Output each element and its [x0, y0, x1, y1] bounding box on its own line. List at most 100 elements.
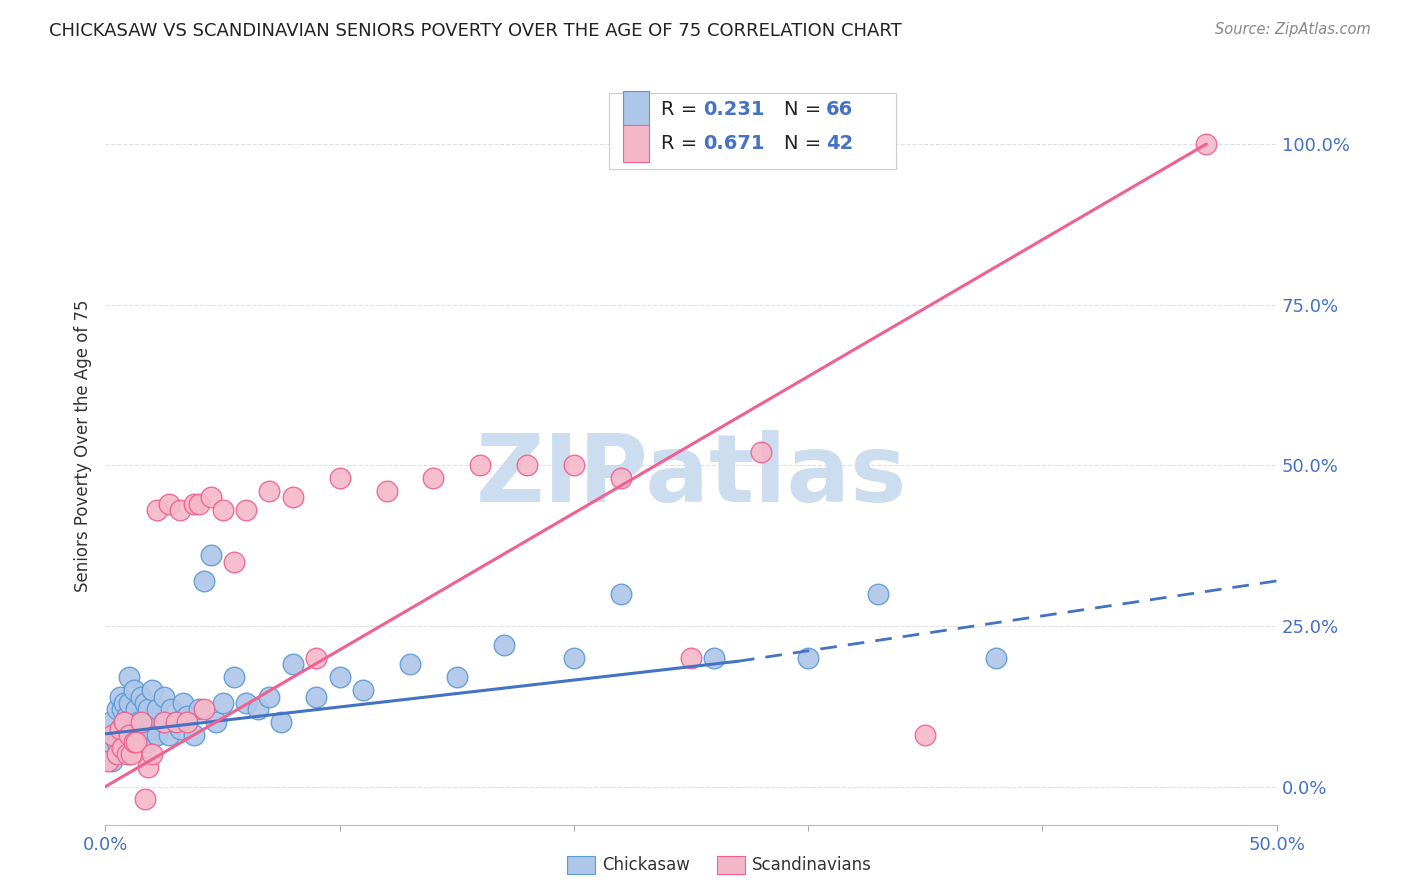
Point: [281, 657, 304, 672]
Point: [120, 747, 142, 762]
Point: [183, 497, 205, 511]
Point: [160, 702, 183, 716]
Point: [329, 670, 352, 684]
Point: [112, 715, 135, 730]
Point: [111, 728, 134, 742]
Point: [122, 722, 145, 736]
Text: Chickasaw: Chickasaw: [602, 856, 690, 874]
Point: [108, 690, 131, 704]
Point: [97, 754, 120, 768]
Point: [134, 792, 156, 806]
Point: [422, 471, 444, 485]
Point: [914, 728, 936, 742]
Bar: [623, 91, 650, 128]
Point: [169, 722, 191, 736]
Point: [193, 702, 215, 716]
Point: [224, 555, 246, 569]
Point: [492, 638, 515, 652]
Point: [188, 702, 211, 716]
Point: [868, 587, 890, 601]
Point: [305, 690, 328, 704]
Text: N =: N =: [783, 134, 827, 153]
Text: Source: ZipAtlas.com: Source: ZipAtlas.com: [1215, 22, 1371, 37]
Point: [562, 458, 585, 473]
Text: CHICKASAW VS SCANDINAVIAN SENIORS POVERTY OVER THE AGE OF 75 CORRELATION CHART: CHICKASAW VS SCANDINAVIAN SENIORS POVERT…: [49, 22, 903, 40]
Text: 0.231: 0.231: [703, 100, 765, 119]
Point: [703, 651, 725, 665]
Point: [127, 715, 149, 730]
Point: [246, 702, 269, 716]
Point: [105, 747, 128, 762]
Text: 0.671: 0.671: [703, 134, 765, 153]
Point: [146, 503, 169, 517]
Point: [204, 715, 226, 730]
Point: [118, 696, 141, 710]
Point: [259, 483, 281, 498]
Point: [115, 741, 138, 756]
Point: [108, 722, 131, 736]
Point: [153, 715, 176, 730]
Point: [172, 696, 194, 710]
Point: [157, 497, 180, 511]
Text: R =: R =: [661, 134, 703, 153]
Point: [98, 715, 121, 730]
Point: [610, 471, 633, 485]
Point: [235, 503, 257, 517]
Point: [129, 690, 152, 704]
Point: [200, 491, 222, 505]
Text: N =: N =: [783, 100, 827, 119]
Point: [470, 458, 492, 473]
Point: [329, 471, 352, 485]
Point: [352, 683, 374, 698]
Point: [146, 702, 169, 716]
Point: [193, 574, 215, 588]
Point: [399, 657, 422, 672]
Point: [129, 715, 152, 730]
Point: [169, 503, 191, 517]
Point: [136, 734, 159, 748]
Point: [305, 651, 328, 665]
Point: [101, 728, 124, 742]
Point: [165, 715, 187, 730]
Point: [259, 690, 281, 704]
Point: [211, 503, 233, 517]
Point: [141, 747, 163, 762]
Point: [984, 651, 1007, 665]
Point: [200, 548, 222, 562]
Point: [105, 702, 128, 716]
Point: [118, 728, 141, 742]
Point: [270, 715, 292, 730]
Point: [136, 702, 159, 716]
Point: [97, 741, 120, 756]
Point: [112, 696, 135, 710]
Point: [118, 728, 141, 742]
Point: [134, 696, 156, 710]
Point: [516, 458, 538, 473]
FancyBboxPatch shape: [609, 94, 896, 169]
Point: [122, 734, 145, 748]
Point: [108, 722, 131, 736]
Point: [562, 651, 585, 665]
Text: ZIPatlas: ZIPatlas: [475, 430, 907, 523]
Point: [105, 734, 128, 748]
Y-axis label: Seniors Poverty Over the Age of 75: Seniors Poverty Over the Age of 75: [73, 300, 91, 592]
Point: [139, 722, 162, 736]
Point: [183, 728, 205, 742]
Point: [176, 709, 198, 723]
Point: [111, 741, 134, 756]
Point: [235, 696, 257, 710]
Point: [153, 690, 176, 704]
Point: [118, 670, 141, 684]
Point: [153, 715, 176, 730]
Point: [129, 728, 152, 742]
Point: [281, 491, 304, 505]
Point: [112, 734, 135, 748]
Point: [749, 445, 772, 459]
Point: [681, 651, 703, 665]
Text: 42: 42: [825, 134, 853, 153]
Point: [134, 728, 156, 742]
Point: [797, 651, 820, 665]
Point: [165, 715, 187, 730]
Text: Scandinavians: Scandinavians: [752, 856, 872, 874]
Text: R =: R =: [661, 100, 703, 119]
